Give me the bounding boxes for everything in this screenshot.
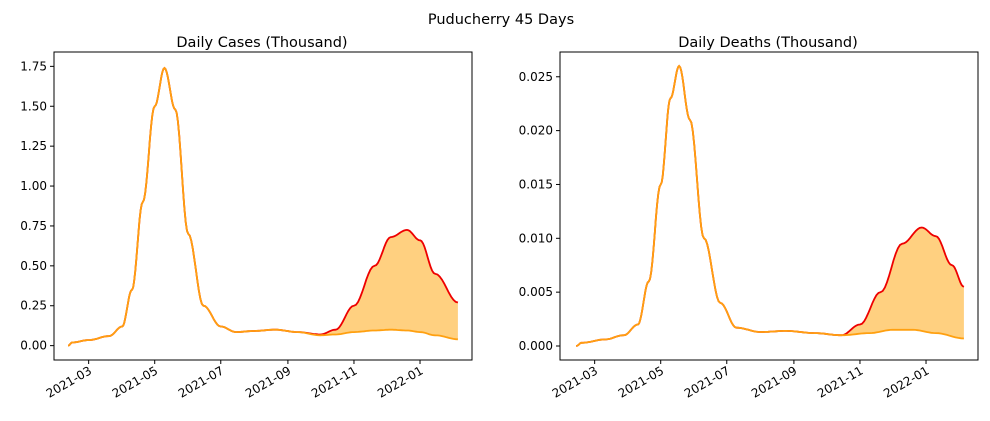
cases-x-axis: 2021-03 2021-05 2021-07 2021-09 2021-11 2022-… [44,360,426,401]
deaths-x-tick-label: 2022-01 [881,363,931,400]
deaths-lower-line [576,64,964,347]
deaths-band-area [576,66,964,346]
cases-shaded-band [68,68,458,346]
deaths-shaded-band [576,66,964,346]
cases-x-tick-label: 2022-01 [375,363,425,400]
cases-lines [67,66,459,347]
deaths-plot-frame [559,51,979,361]
cases-y-tick-label: 1.75 [20,59,47,73]
deaths-y-tick-label: 0.000 [519,339,553,353]
cases-y-tick-label: 0.00 [20,339,47,353]
cases-y-tick-label: 1.25 [20,139,47,153]
cases-x-tick-label: 2021-09 [243,363,293,400]
cases-lower-line [67,66,458,347]
cases-y-tick-label: 1.50 [20,99,47,113]
cases-x-tick-label: 2021-07 [176,363,226,400]
cases-y-tick-label: 0.50 [20,259,47,273]
cases-x-tick-label: 2021-05 [110,363,160,400]
cases-panel: Daily Cases (Thousand) 2021-03 2021-05 202… [20,35,473,401]
deaths-x-tick-label: 2021-09 [749,363,799,400]
deaths-panel: Daily Deaths (Thousand) 2021-03 2021-05 20… [519,35,979,401]
deaths-y-axis: 0.000 0.005 0.010 0.015 0.020 0.025 [519,70,560,353]
deaths-y-tick-label: 0.025 [519,70,553,84]
deaths-y-tick-label: 0.020 [519,124,553,138]
deaths-y-tick-label: 0.015 [519,177,553,191]
figure-title: Puducherry 45 Days [428,12,574,28]
cases-y-tick-label: 0.25 [20,299,47,313]
deaths-y-tick-label: 0.010 [519,231,553,245]
cases-x-tick-label: 2021-11 [309,363,359,400]
cases-y-axis: 0.00 0.25 0.50 0.75 1.00 1.25 1.50 1.75 [20,59,54,353]
deaths-x-tick-label: 2021-03 [550,363,600,400]
deaths-y-tick-label: 0.005 [519,285,553,299]
cases-plot-frame [53,51,473,361]
deaths-x-tick-label: 2021-11 [815,363,865,400]
cases-band-area [68,68,458,346]
deaths-lines [576,64,965,347]
cases-y-tick-label: 1.00 [20,179,47,193]
deaths-x-tick-label: 2021-07 [682,363,732,400]
deaths-x-axis: 2021-03 2021-05 2021-07 2021-09 2021-11 2022-… [550,360,932,401]
cases-y-tick-label: 0.75 [20,219,47,233]
deaths-chart-title: Daily Deaths (Thousand) [678,35,858,51]
cases-x-tick-label: 2021-03 [44,363,94,400]
cases-chart-title: Daily Cases (Thousand) [176,35,347,51]
deaths-x-tick-label: 2021-05 [616,363,666,400]
